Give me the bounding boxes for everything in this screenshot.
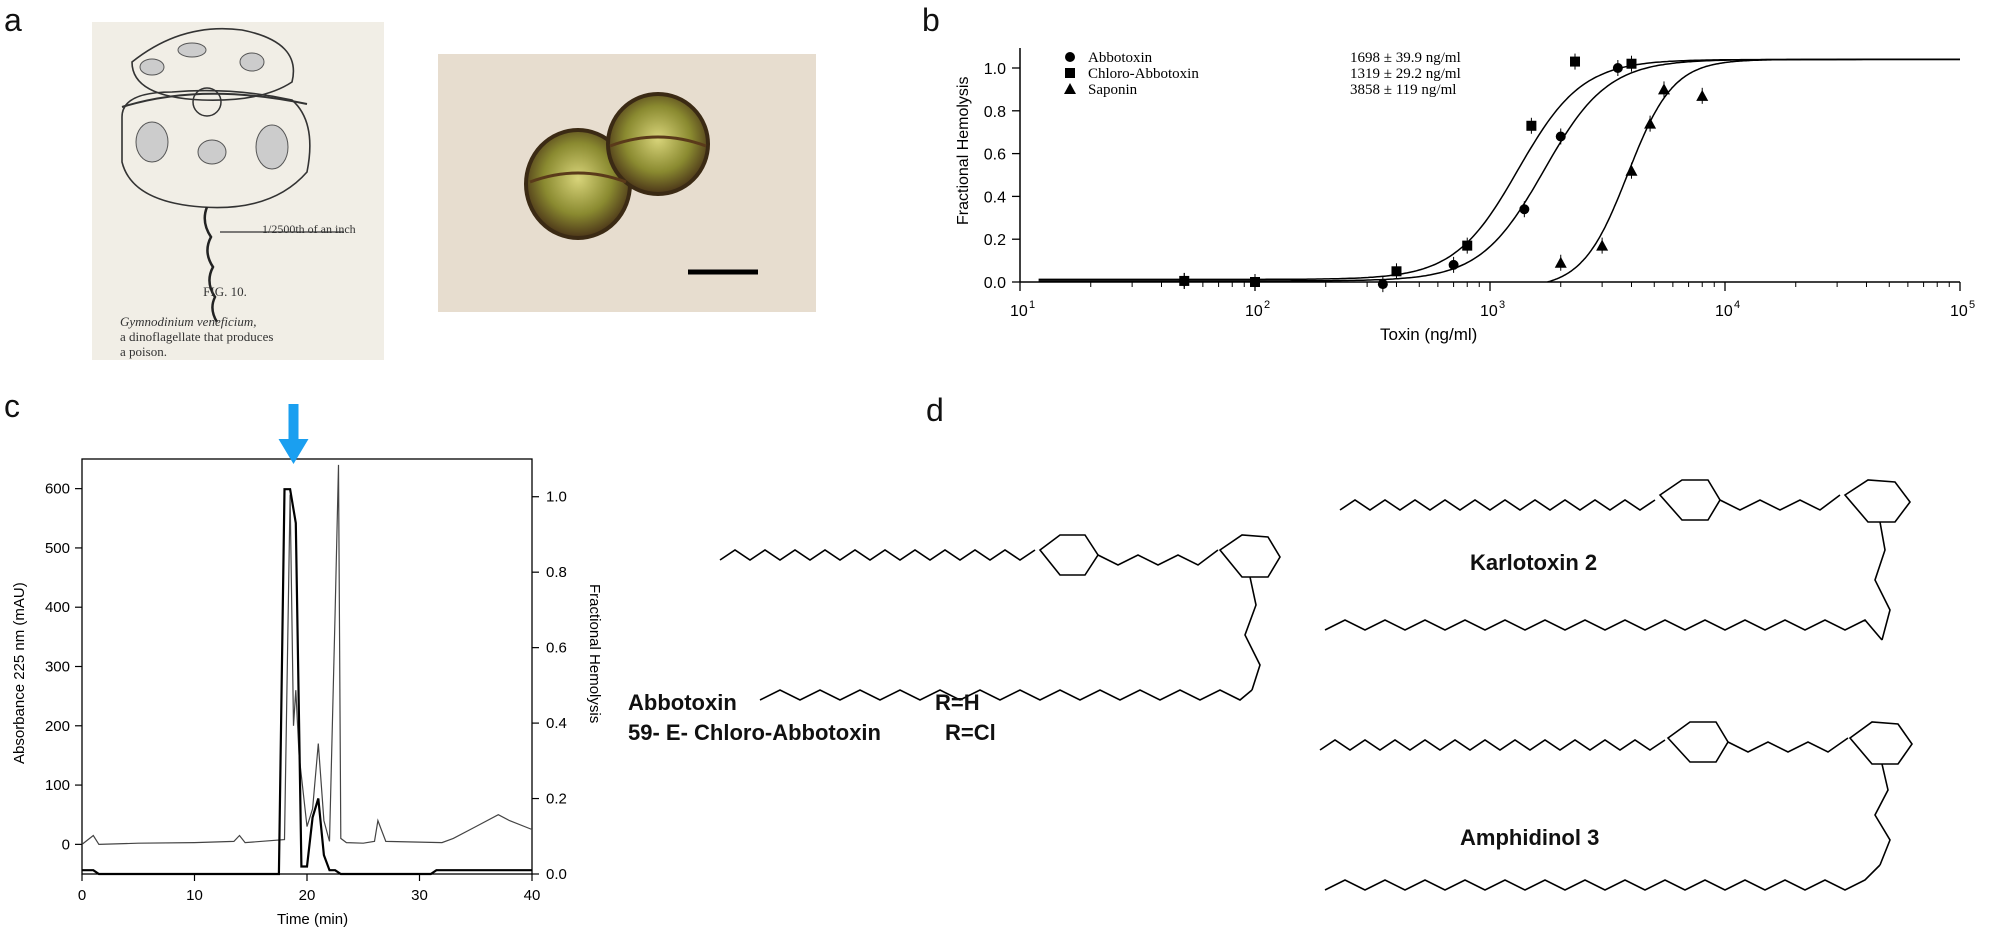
x-tick-exponent: 3 [1499, 299, 1505, 311]
karlotoxin-name: Karlotoxin 2 [1470, 550, 1598, 575]
dinoflagellate-sketch: 1/2500th of an inch FIG. 10. Gymnodinium… [92, 22, 384, 360]
y-tick-label: 0.6 [984, 147, 1006, 164]
chloro-abbotoxin-name: 59- E- Chloro-Abbotoxin [628, 720, 881, 745]
y-tick-label: 0.2 [984, 232, 1006, 249]
y-tick-label: 0.8 [984, 104, 1006, 121]
cell-micrograph [438, 54, 816, 312]
x-tick-label: 10 [1480, 303, 1498, 320]
fit-curve-saponin [1547, 58, 1960, 283]
legend-marker-triangle [1064, 83, 1076, 94]
karlotoxin-ring-1 [1658, 479, 1721, 521]
dose-response-chart: 0.0 0.2 0.4 0.6 0.8 1.0 10 1 10 2 10 3 10 4 10 5 Toxin (… [930, 20, 2006, 390]
x-tick-label: 10 [1715, 303, 1733, 320]
legend-name: Chloro-Abbotoxin [1088, 66, 1199, 82]
x-tick-exponent: 1 [1029, 299, 1035, 311]
karlotoxin-lower-chain [1324, 619, 1883, 641]
x-tick-label: 0 [78, 887, 86, 904]
amphidinol-name: Amphidinol 3 [1460, 825, 1600, 850]
x-axis-label: Toxin (ng/ml) [1380, 325, 1477, 344]
x-tick-exponent: 2 [1264, 299, 1270, 311]
legend-marker-circle [1065, 52, 1075, 62]
karlotoxin-ring-2 [1843, 479, 1911, 523]
x-tick-exponent: 5 [1969, 299, 1975, 311]
y-left-tick-label: 600 [45, 481, 70, 498]
x-tick-exponent: 4 [1734, 299, 1740, 311]
amphidinol-lower-chain [1324, 864, 1881, 891]
x-tick-label: 10 [1950, 303, 1968, 320]
arrow-shaft [288, 404, 299, 442]
y-left-tick-label: 0 [62, 836, 70, 853]
x-tick-label: 30 [411, 887, 428, 904]
y-tick-label: 0.4 [984, 189, 1006, 206]
y-tick-label: 0.0 [984, 275, 1006, 292]
legend-name: Saponin [1088, 82, 1138, 98]
caption-line3: a poison. [120, 344, 167, 359]
panel-label-a: a [4, 2, 22, 38]
y-right-tick-label: 0.6 [546, 640, 567, 657]
r-h-label: R=H [935, 690, 980, 715]
y-left-tick-label: 500 [45, 540, 70, 557]
legend-value: 1319 ± 29.2 ng/ml [1350, 66, 1461, 82]
y-right-tick-label: 1.0 [546, 489, 567, 506]
micrograph-drawing [524, 92, 758, 275]
y-left-axis-label: Absorbance 225 nm (mAU) [11, 582, 28, 764]
plot-frame [81, 458, 533, 875]
fit-curve-abbotoxin [1038, 58, 1960, 282]
abbotoxin-lower-chain [759, 689, 1253, 701]
dinoflagellate-drawing [121, 27, 344, 323]
hemolysis-trace [82, 488, 532, 876]
abbotoxin-polyene-chain [719, 549, 1036, 561]
chromatogram-chart: 0 10 20 30 40 Time (min) 0 100 200 300 400 500 600 Ab… [0, 384, 620, 940]
x-axis-label: Time (min) [277, 911, 348, 928]
legend-marker-square [1065, 68, 1075, 78]
legend-value: 3858 ± 119 ng/ml [1350, 82, 1456, 98]
r-cl-label: R=Cl [945, 720, 996, 745]
y-right-axis-label: Fractional Hemolysis [586, 584, 603, 723]
sketch-caption: FIG. 10. Gymnodinium veneficium, a dinof… [120, 284, 370, 359]
amphidinol-polyene-chain [1319, 739, 1666, 751]
abbotoxin-name: Abbotoxin [628, 690, 737, 715]
x-tick-label: 10 [1245, 303, 1263, 320]
y-right-tick-label: 0.4 [546, 715, 567, 732]
y-left-tick-label: 400 [45, 599, 70, 616]
x-tick-label: 20 [299, 887, 316, 904]
chemical-structures: Abbotoxin 59- E- Chloro-Abbotoxin R=H R=… [620, 420, 2006, 940]
absorbance-trace [81, 464, 533, 846]
y-tick-label: 1.0 [984, 61, 1006, 78]
amphidinol-ring-2 [1848, 721, 1913, 765]
x-tick-label: 40 [524, 887, 541, 904]
panel-label-c: c [4, 388, 20, 424]
karlotoxin-polyene-chain [1339, 499, 1656, 511]
y-axis-label: Fractional Hemolysis [955, 77, 972, 225]
caption-line2: a dinoflagellate that produces [120, 329, 274, 344]
amphidinol-ring-1 [1666, 721, 1729, 763]
panel-label-b: b [922, 2, 940, 38]
chromatogram-svg: 0 10 20 30 40 Time (min) 0 100 200 300 400 500 600 Ab… [11, 404, 603, 928]
abbotoxin-ring-1 [1038, 534, 1099, 576]
abbotoxin-ring-2 [1218, 534, 1281, 578]
x-tick-label: 10 [1010, 303, 1028, 320]
arrow-head [278, 439, 309, 464]
legend-value: 1698 ± 39.9 ng/ml [1350, 50, 1461, 66]
caption-fig: FIG. 10. [203, 284, 247, 299]
panel-label-d: d [926, 392, 944, 428]
legend-name: Abbotoxin [1088, 50, 1153, 66]
caption-species: Gymnodinium veneficium, [120, 314, 257, 329]
y-right-tick-label: 0.0 [546, 866, 567, 883]
y-left-tick-label: 100 [45, 777, 70, 794]
y-right-tick-label: 0.8 [546, 564, 567, 581]
y-left-tick-label: 300 [45, 659, 70, 676]
scale-text: 1/2500th of an inch [262, 222, 356, 236]
fit-curve-chloro-abbotoxin [1038, 58, 1960, 281]
y-right-tick-label: 0.2 [546, 791, 567, 808]
x-tick-label: 10 [186, 887, 203, 904]
structures-drawing [719, 479, 1913, 891]
y-left-tick-label: 200 [45, 718, 70, 735]
